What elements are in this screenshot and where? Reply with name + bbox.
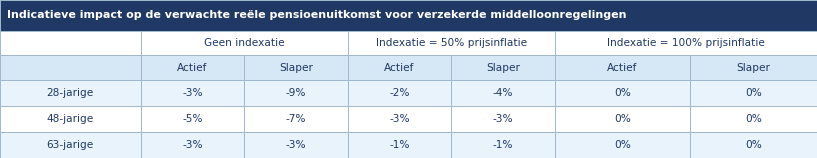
Text: 0%: 0%: [614, 88, 631, 98]
Bar: [690, 132, 817, 158]
Bar: [555, 80, 690, 106]
Bar: [0, 106, 141, 132]
Text: -3%: -3%: [286, 140, 306, 150]
Text: Indexatie = 50% prijsinflatie: Indexatie = 50% prijsinflatie: [376, 38, 527, 48]
Bar: [141, 31, 348, 55]
Text: 63-jarige: 63-jarige: [47, 140, 94, 150]
Text: -4%: -4%: [493, 88, 513, 98]
Text: 48-jarige: 48-jarige: [47, 114, 94, 124]
Bar: [244, 132, 348, 158]
Bar: [0, 55, 141, 80]
Bar: [348, 106, 451, 132]
Bar: [451, 132, 555, 158]
Text: 0%: 0%: [614, 140, 631, 150]
Bar: [451, 55, 555, 80]
Bar: [141, 80, 244, 106]
Text: 0%: 0%: [614, 114, 631, 124]
Bar: [244, 80, 348, 106]
Bar: [555, 31, 817, 55]
Text: -3%: -3%: [493, 114, 513, 124]
Text: -1%: -1%: [389, 140, 409, 150]
Text: -2%: -2%: [389, 88, 409, 98]
Text: Actief: Actief: [607, 63, 638, 73]
Bar: [690, 80, 817, 106]
Text: Actief: Actief: [384, 63, 414, 73]
Text: -3%: -3%: [389, 114, 410, 124]
Bar: [141, 55, 244, 80]
Bar: [0, 0, 817, 31]
Bar: [348, 55, 451, 80]
Bar: [555, 132, 690, 158]
Bar: [0, 31, 141, 55]
Text: -3%: -3%: [182, 88, 203, 98]
Bar: [141, 132, 244, 158]
Text: 28-jarige: 28-jarige: [47, 88, 94, 98]
Text: 0%: 0%: [745, 114, 762, 124]
Text: -1%: -1%: [493, 140, 513, 150]
Text: Slaper: Slaper: [279, 63, 313, 73]
Bar: [690, 106, 817, 132]
Bar: [348, 80, 451, 106]
Text: Indexatie = 100% prijsinflatie: Indexatie = 100% prijsinflatie: [607, 38, 765, 48]
Text: Actief: Actief: [177, 63, 208, 73]
Bar: [451, 106, 555, 132]
Bar: [244, 106, 348, 132]
Text: 0%: 0%: [745, 140, 762, 150]
Bar: [0, 132, 141, 158]
Text: 0%: 0%: [745, 88, 762, 98]
Text: -7%: -7%: [286, 114, 306, 124]
Text: Slaper: Slaper: [486, 63, 520, 73]
Text: -9%: -9%: [286, 88, 306, 98]
Bar: [0, 80, 141, 106]
Text: -3%: -3%: [182, 140, 203, 150]
Bar: [555, 106, 690, 132]
Text: Slaper: Slaper: [737, 63, 770, 73]
Bar: [348, 31, 555, 55]
Text: -5%: -5%: [182, 114, 203, 124]
Bar: [141, 106, 244, 132]
Bar: [244, 55, 348, 80]
Bar: [555, 55, 690, 80]
Bar: [451, 80, 555, 106]
Bar: [690, 55, 817, 80]
Text: Indicatieve impact op de verwachte reële pensioenuitkomst voor verzekerde middel: Indicatieve impact op de verwachte reële…: [7, 10, 626, 20]
Bar: [348, 132, 451, 158]
Text: Geen indexatie: Geen indexatie: [204, 38, 284, 48]
